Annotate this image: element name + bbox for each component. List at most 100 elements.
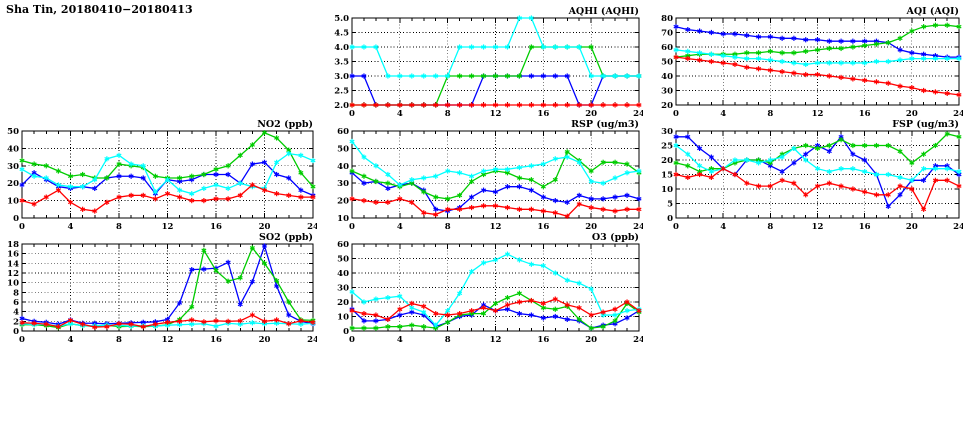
series-rsp-cyan	[349, 138, 642, 188]
svg-text:4: 4	[397, 335, 403, 345]
svg-text:30: 30	[661, 127, 673, 137]
svg-text:50: 50	[337, 144, 349, 154]
svg-text:30: 30	[661, 87, 673, 97]
svg-text:20: 20	[7, 179, 19, 189]
chart-svg-rsp: 10 20 30 40 50 60 0 4 8 12 16 20 24	[337, 127, 643, 232]
series-o3-cyan	[349, 251, 642, 328]
page-title: Sha Tin, 20180410−20180413	[6, 3, 193, 16]
chart-title-aqhi: AQHI (AQHI)	[568, 6, 639, 17]
svg-text:4.5: 4.5	[334, 29, 349, 39]
svg-text:16: 16	[537, 109, 549, 119]
svg-text:10: 10	[7, 279, 19, 289]
series-so2-red	[19, 312, 316, 330]
chart-title-o3: O3 (ppb)	[591, 232, 639, 243]
chart-svg-aqhi: 2.0 2.5 3.0 3.5 4.0 4.5 5.0 0 4 8 12 16 20 24	[334, 14, 643, 119]
svg-text:30: 30	[7, 162, 19, 172]
svg-text:20: 20	[337, 298, 349, 308]
svg-text:4: 4	[720, 222, 726, 232]
svg-text:12: 12	[7, 269, 19, 279]
svg-text:20: 20	[585, 222, 597, 232]
series-no2-red	[19, 182, 316, 214]
chart-svg-o3: 0 10 20 30 40 50 60 0 4 8 12 16 20 24	[337, 240, 643, 345]
series-fsp-cyan	[673, 142, 962, 183]
svg-text:20: 20	[337, 197, 349, 207]
series-o3-red	[349, 296, 642, 322]
svg-text:4: 4	[720, 109, 726, 119]
svg-text:0: 0	[19, 222, 25, 232]
svg-text:12: 12	[490, 222, 502, 232]
svg-text:16: 16	[537, 222, 549, 232]
series-so2-blue	[19, 243, 316, 327]
series-o3-green	[349, 290, 642, 331]
svg-text:6: 6	[13, 298, 19, 308]
svg-text:60: 60	[337, 127, 349, 137]
svg-text:16: 16	[7, 250, 19, 260]
svg-text:8: 8	[13, 288, 19, 298]
svg-text:40: 40	[7, 144, 19, 154]
svg-text:8: 8	[445, 222, 451, 232]
svg-text:10: 10	[7, 197, 19, 207]
svg-text:0: 0	[673, 109, 679, 119]
svg-text:16: 16	[859, 222, 871, 232]
svg-text:20: 20	[661, 156, 673, 166]
svg-text:0: 0	[13, 327, 19, 337]
svg-text:12: 12	[812, 109, 824, 119]
series-aqhi-cyan	[349, 15, 642, 79]
svg-text:12: 12	[490, 109, 502, 119]
svg-text:70: 70	[661, 29, 673, 39]
svg-text:0: 0	[667, 214, 673, 224]
svg-text:30: 30	[337, 179, 349, 189]
svg-text:24: 24	[307, 222, 317, 232]
svg-text:0: 0	[343, 327, 349, 337]
svg-text:24: 24	[633, 109, 643, 119]
series-fsp-blue	[673, 134, 962, 209]
svg-text:20: 20	[585, 109, 597, 119]
svg-text:0: 0	[349, 335, 355, 345]
svg-text:40: 40	[337, 269, 349, 279]
svg-text:24: 24	[633, 222, 643, 232]
svg-text:16: 16	[537, 335, 549, 345]
svg-text:4: 4	[68, 335, 74, 345]
series-aqhi-red	[349, 102, 642, 108]
svg-text:12: 12	[812, 222, 824, 232]
svg-text:18: 18	[7, 240, 19, 250]
series-aqi-red	[673, 54, 962, 98]
svg-text:20: 20	[906, 109, 918, 119]
svg-text:0: 0	[19, 335, 25, 345]
svg-text:12: 12	[162, 335, 174, 345]
svg-text:40: 40	[337, 162, 349, 172]
chart-svg-no2: 0 10 20 30 40 50 0 4 8 12 16 20 24	[7, 127, 317, 232]
svg-text:20: 20	[585, 335, 597, 345]
svg-text:60: 60	[661, 43, 673, 53]
svg-text:15: 15	[661, 171, 673, 181]
svg-text:0: 0	[349, 109, 355, 119]
chart-svg-fsp: 0 5 10 15 20 25 30 0 4 8 12 16 20 24	[661, 127, 963, 232]
svg-text:20: 20	[661, 101, 673, 111]
svg-text:0: 0	[673, 222, 679, 232]
svg-text:50: 50	[337, 255, 349, 265]
svg-text:2.0: 2.0	[334, 101, 349, 111]
chart-title-fsp: FSP (ug/m3)	[892, 119, 959, 130]
svg-text:5.0: 5.0	[334, 14, 349, 24]
chart-title-rsp: RSP (ug/m3)	[571, 119, 639, 130]
svg-text:12: 12	[162, 222, 174, 232]
svg-text:40: 40	[661, 72, 673, 82]
series-fsp-red	[673, 166, 962, 212]
svg-text:3.0: 3.0	[334, 72, 349, 82]
svg-text:0: 0	[13, 214, 19, 224]
svg-text:4: 4	[68, 222, 74, 232]
svg-text:80: 80	[661, 14, 673, 24]
svg-text:24: 24	[953, 109, 963, 119]
series-rsp-blue	[349, 170, 642, 214]
svg-text:2: 2	[13, 317, 19, 327]
svg-text:8: 8	[767, 222, 773, 232]
svg-text:16: 16	[210, 335, 222, 345]
chart-svg-aqi: 20 30 40 50 60 70 80 0 4 8 12 16 20 24	[661, 14, 963, 119]
svg-text:4: 4	[397, 109, 403, 119]
svg-text:24: 24	[307, 335, 317, 345]
svg-text:60: 60	[337, 240, 349, 250]
svg-text:20: 20	[906, 222, 918, 232]
svg-text:50: 50	[661, 58, 673, 68]
svg-text:8: 8	[116, 335, 122, 345]
